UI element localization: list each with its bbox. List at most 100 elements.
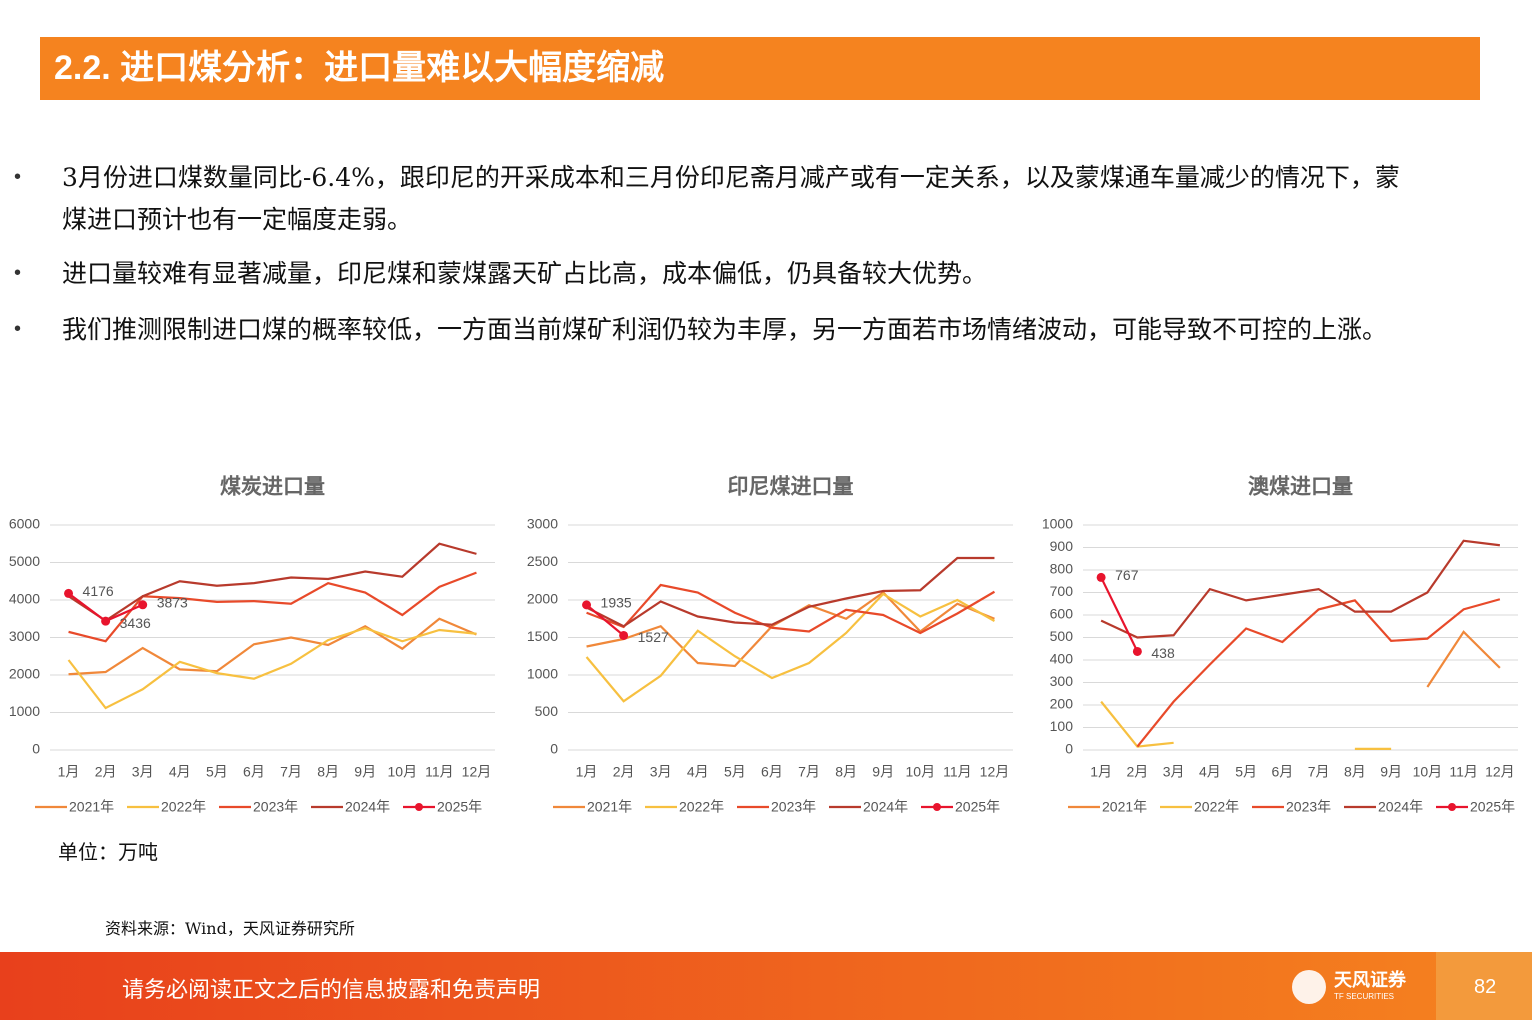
legend-label: 2023年 <box>771 799 816 815</box>
footer: 请务必阅读正文之后的信息披露和免责声明 天风证券 TF SECURITIES 8… <box>0 952 1532 1020</box>
x-tick-label: 7月 <box>1308 764 1330 780</box>
point <box>582 600 592 610</box>
y-tick-label: 1500 <box>527 628 558 644</box>
disclaimer: 请务必阅读正文之后的信息披露和免责声明 <box>122 977 541 1002</box>
page-number: 82 <box>1474 976 1497 998</box>
x-tick-label: 11月 <box>943 764 972 780</box>
legend-label: 2023年 <box>253 799 298 815</box>
y-tick-label: 700 <box>1050 583 1074 599</box>
data-label: 3873 <box>157 594 188 610</box>
legend-label: 2021年 <box>69 799 114 815</box>
legend-label: 2025年 <box>955 799 1000 815</box>
bullet-dot: • <box>14 262 22 284</box>
series-line <box>67 542 477 622</box>
y-tick-label: 800 <box>1050 561 1074 577</box>
chart-title: 印尼煤进口量 <box>728 475 854 499</box>
series-line <box>585 592 996 703</box>
legend-marker <box>415 803 423 811</box>
legend-label: 2024年 <box>345 799 390 815</box>
bullet: 进口量较难有显著减量，印尼煤和蒙煤露天矿占比高，成本偏低，仍具备较大优势。 <box>62 259 988 288</box>
y-tick-label: 0 <box>1065 741 1073 757</box>
y-tick-label: 1000 <box>527 666 558 682</box>
x-tick-label: 9月 <box>872 764 894 780</box>
y-tick-label: 2000 <box>527 591 558 607</box>
bullet: 我们推测限制进口煤的概率较低，一方面当前煤矿利润仍较为丰厚，另一方面若市场情绪波… <box>62 315 1388 344</box>
series-line <box>1100 576 1139 652</box>
legend-marker <box>1448 803 1456 811</box>
y-tick-label: 400 <box>1050 651 1074 667</box>
data-label: 1527 <box>638 629 669 645</box>
x-tick-label: 3月 <box>132 764 154 780</box>
series-line <box>586 556 995 628</box>
x-tick-label: 6月 <box>761 764 783 780</box>
y-tick-label: 3000 <box>527 516 558 532</box>
legend-label: 2025年 <box>437 799 482 815</box>
point <box>619 630 629 640</box>
data-label: 4176 <box>83 583 114 599</box>
data-label: 3436 <box>120 615 151 631</box>
legend-label: 2022年 <box>161 799 206 815</box>
y-tick-label: 2500 <box>527 553 558 569</box>
legend-label: 2021年 <box>1102 799 1147 815</box>
bullet-dot: • <box>14 166 22 188</box>
y-tick-label: 6000 <box>9 516 40 532</box>
point <box>101 616 111 626</box>
y-tick-label: 3000 <box>9 628 40 644</box>
x-tick-label: 8月 <box>835 764 857 780</box>
bullet: 3月份进口煤数量同比-6.4%，跟印尼的开采成本和三月份印尼斋月减产或有一定关系… <box>62 163 1400 234</box>
y-tick-label: 5000 <box>9 553 40 569</box>
source: 资料来源：Wind，天风证券研究所 <box>105 919 355 938</box>
logo-icon <box>1292 970 1326 1004</box>
x-tick-label: 6月 <box>1271 764 1293 780</box>
legend-label: 2023年 <box>1286 799 1331 815</box>
y-tick-label: 100 <box>1050 718 1074 734</box>
point <box>1132 646 1142 656</box>
legend-label: 2022年 <box>679 799 724 815</box>
x-tick-label: 10月 <box>1413 764 1443 780</box>
x-tick-label: 2月 <box>1126 764 1148 780</box>
y-tick-label: 1000 <box>9 703 40 719</box>
x-tick-label: 1月 <box>58 764 80 780</box>
unit: 单位：万吨 <box>58 840 158 864</box>
x-tick-label: 10月 <box>388 764 418 780</box>
x-tick-label: 3月 <box>650 764 672 780</box>
x-tick-label: 9月 <box>1380 764 1402 780</box>
legend-label: 2025年 <box>1470 799 1515 815</box>
x-tick-label: 4月 <box>687 764 709 780</box>
chart-title: 煤炭进口量 <box>220 475 325 499</box>
x-tick-label: 3月 <box>1163 764 1185 780</box>
series-line <box>1426 630 1501 688</box>
series-line <box>1136 598 1501 748</box>
x-tick-label: 1月 <box>576 764 598 780</box>
x-tick-label: 8月 <box>317 764 339 780</box>
data-label: 767 <box>1115 567 1139 583</box>
x-tick-label: 5月 <box>1235 764 1257 780</box>
x-tick-label: 5月 <box>206 764 228 780</box>
x-tick-label: 12月 <box>462 764 492 780</box>
y-tick-label: 200 <box>1050 696 1074 712</box>
x-tick-label: 12月 <box>1485 764 1515 780</box>
y-tick-label: 300 <box>1050 673 1074 689</box>
series-line <box>1100 700 1392 750</box>
y-tick-label: 2000 <box>9 666 40 682</box>
y-tick-label: 1000 <box>1042 516 1073 532</box>
x-tick-label: 2月 <box>95 764 117 780</box>
page-box <box>1436 952 1532 1020</box>
x-tick-label: 4月 <box>169 764 191 780</box>
x-tick-label: 11月 <box>425 764 454 780</box>
series-line <box>585 604 625 637</box>
x-tick-label: 2月 <box>613 764 635 780</box>
legend-marker <box>933 803 941 811</box>
x-tick-label: 9月 <box>354 764 376 780</box>
y-tick-label: 600 <box>1050 606 1074 622</box>
x-tick-label: 8月 <box>1344 764 1366 780</box>
logo: 天风证券 <box>1334 970 1406 990</box>
series-line <box>1100 539 1501 639</box>
point <box>1096 572 1106 582</box>
chart-title: 澳煤进口量 <box>1248 475 1353 499</box>
y-tick-label: 4000 <box>9 591 40 607</box>
y-tick-label: 0 <box>550 741 558 757</box>
x-tick-label: 7月 <box>280 764 302 780</box>
